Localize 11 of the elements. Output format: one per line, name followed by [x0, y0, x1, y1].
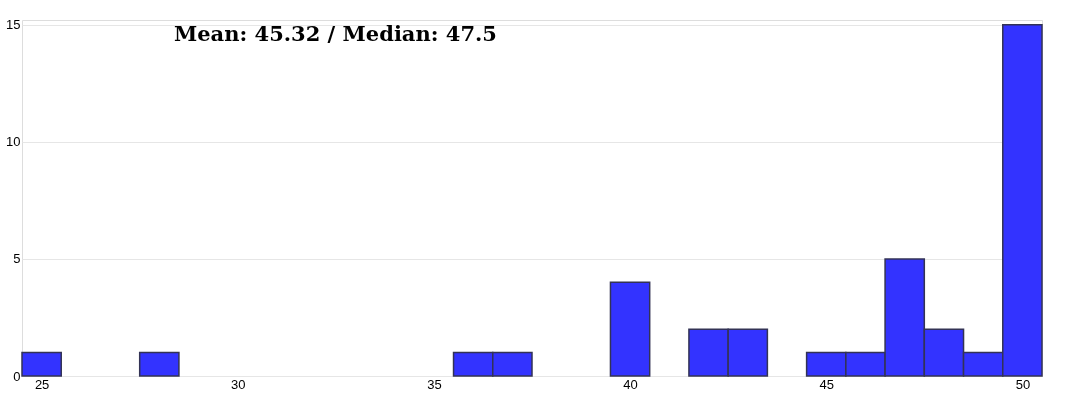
annotation: Mean: 45.32 / Median: 47.5	[174, 21, 497, 46]
x-tick-label: 50	[1015, 376, 1031, 392]
y-tick-label: 5	[13, 251, 21, 267]
y-tick-label: 10	[6, 134, 21, 150]
x-tick-label: 40	[623, 376, 638, 392]
x-tick-label: 35	[427, 376, 442, 392]
x-tick-label: 45	[819, 376, 834, 392]
y-tick-label: 15	[6, 17, 21, 33]
x-tick-label: 25	[34, 376, 50, 392]
y-tick-label: 0	[13, 368, 21, 384]
x-tick-label: 30	[231, 376, 246, 392]
